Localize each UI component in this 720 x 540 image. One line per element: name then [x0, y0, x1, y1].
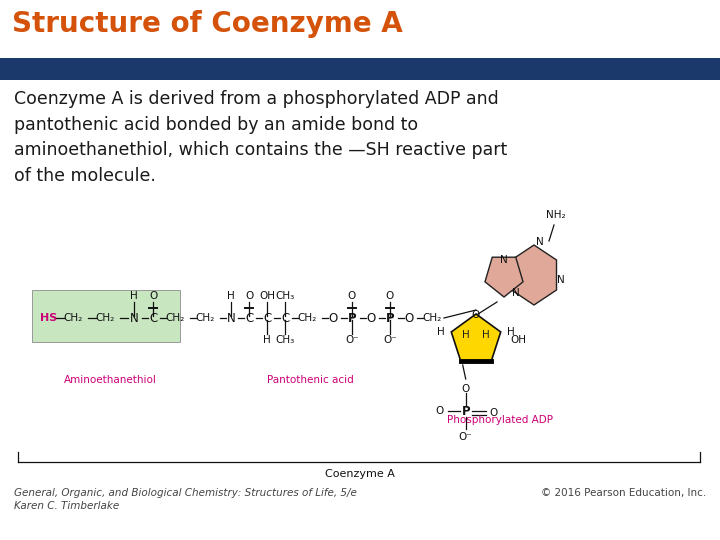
Text: CH₂: CH₂ — [166, 313, 184, 323]
Text: N: N — [536, 237, 544, 247]
Bar — [32, 290, 180, 342]
Polygon shape — [451, 314, 500, 361]
Text: O: O — [462, 384, 470, 394]
Text: OH: OH — [259, 291, 275, 301]
Text: Structure of Coenzyme A: Structure of Coenzyme A — [12, 10, 402, 38]
Text: CH₃: CH₃ — [275, 335, 294, 345]
Text: H: H — [462, 330, 470, 340]
Text: Pantothenic acid: Pantothenic acid — [266, 375, 354, 385]
Text: O: O — [405, 312, 413, 325]
Text: H: H — [507, 327, 515, 337]
Text: O: O — [386, 291, 394, 301]
Text: P: P — [386, 312, 395, 325]
Text: Aminoethanethiol: Aminoethanethiol — [63, 375, 156, 385]
Text: C: C — [281, 312, 289, 325]
Text: O: O — [472, 310, 480, 320]
Text: CH₂: CH₂ — [297, 313, 317, 323]
Text: H: H — [437, 327, 445, 337]
Text: O: O — [348, 291, 356, 301]
Bar — [0, 58, 720, 80]
Text: CH₂: CH₂ — [195, 313, 215, 323]
Text: H: H — [227, 291, 235, 301]
Text: P: P — [348, 312, 356, 325]
Text: HS: HS — [40, 313, 58, 323]
Text: O: O — [245, 291, 253, 301]
Text: H: H — [130, 291, 138, 301]
Text: C: C — [263, 312, 271, 325]
Text: N: N — [512, 288, 520, 298]
Text: O⁻: O⁻ — [383, 335, 397, 345]
Text: O: O — [149, 291, 157, 301]
Text: H: H — [263, 335, 271, 345]
Polygon shape — [485, 257, 523, 297]
Text: C: C — [245, 312, 253, 325]
Text: Coenzyme A: Coenzyme A — [325, 469, 395, 479]
Text: H: H — [482, 330, 490, 340]
Text: O⁻: O⁻ — [459, 432, 472, 442]
Text: O⁻: O⁻ — [345, 335, 359, 345]
Polygon shape — [511, 245, 557, 305]
Text: Phosphorylated ADP: Phosphorylated ADP — [447, 415, 553, 425]
Text: O: O — [490, 408, 498, 418]
Text: General, Organic, and Biological Chemistry: Structures of Life, 5/e
Karen C. Tim: General, Organic, and Biological Chemist… — [14, 488, 357, 511]
Text: N: N — [227, 312, 235, 325]
Text: CH₂: CH₂ — [95, 313, 114, 323]
Text: Coenzyme A is derived from a phosphorylated ADP and
pantothenic acid bonded by a: Coenzyme A is derived from a phosphoryla… — [14, 90, 508, 185]
Text: CH₃: CH₃ — [275, 291, 294, 301]
Text: N: N — [130, 312, 138, 325]
Text: N: N — [500, 255, 508, 265]
Text: OH: OH — [510, 335, 527, 345]
Text: CH₂: CH₂ — [63, 313, 83, 323]
Text: N: N — [557, 275, 565, 285]
Text: P: P — [462, 404, 470, 417]
Text: NH₂: NH₂ — [546, 210, 566, 220]
Text: CH₂: CH₂ — [423, 313, 441, 323]
Text: C: C — [149, 312, 157, 325]
Text: O: O — [366, 312, 376, 325]
Text: © 2016 Pearson Education, Inc.: © 2016 Pearson Education, Inc. — [541, 488, 706, 498]
Text: O: O — [436, 406, 444, 416]
Text: O: O — [328, 312, 338, 325]
